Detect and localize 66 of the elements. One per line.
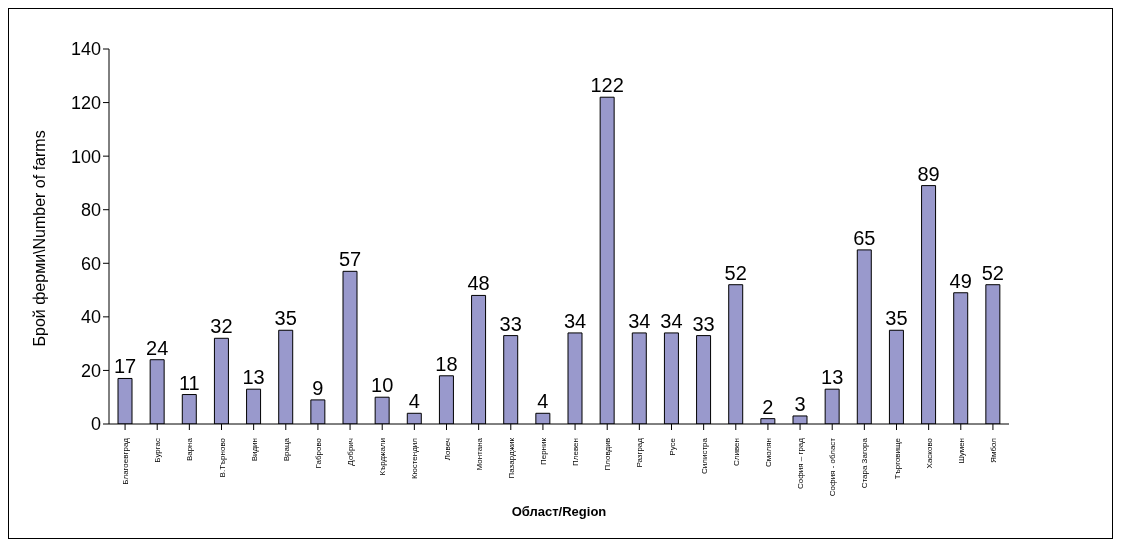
data-label: 4 (408, 390, 420, 413)
y-tick-label: 20 (80, 360, 101, 381)
data-label: 65 (853, 226, 876, 249)
data-label: 34 (660, 309, 683, 332)
data-label: 34 (628, 309, 651, 332)
data-label: 4 (537, 390, 549, 413)
x-tick-label: Разград (635, 437, 645, 468)
data-label: 18 (435, 352, 458, 375)
x-tick-label: Търговище (892, 437, 902, 480)
x-tick-label: София - област (828, 437, 838, 497)
x-tick-label: Сливен (731, 438, 741, 466)
x-tick-label: Хасково (924, 437, 934, 469)
data-label: 33 (499, 312, 522, 335)
data-label: 52 (724, 261, 747, 284)
x-tick-label: В.Търново (217, 437, 227, 478)
y-tick-label: 120 (70, 92, 101, 113)
data-label: 10 (371, 374, 394, 397)
y-tick-label: 80 (80, 200, 101, 221)
x-tick-label: Плевен (571, 438, 581, 466)
data-label: 52 (981, 261, 1004, 284)
y-tick-label: 140 (70, 39, 101, 60)
data-label: 13 (821, 366, 844, 389)
data-label: 35 (274, 307, 297, 330)
x-axis-title: Област/Region (511, 504, 607, 519)
x-tick-label: Видин (249, 438, 259, 462)
data-label: 13 (242, 366, 265, 389)
x-tick-label: Силистра (699, 437, 709, 474)
x-tick-label: Пловдив (603, 438, 613, 471)
data-label: 9 (312, 376, 324, 399)
data-label: 49 (949, 269, 972, 292)
x-tick-label: Бургас (153, 438, 163, 463)
data-label: 2 (762, 395, 774, 418)
data-label: 17 (113, 355, 137, 378)
data-label: 48 (467, 272, 490, 295)
x-tick-label: Стара Загора (860, 437, 870, 489)
data-label: 34 (563, 309, 587, 332)
x-tick-label: Смолян (763, 438, 773, 467)
x-tick-label: Кърджали (378, 438, 388, 476)
x-tick-label: Монтана (474, 437, 484, 471)
data-label: 32 (210, 315, 233, 338)
data-label: 3 (794, 392, 806, 415)
y-tick-label: 0 (90, 414, 101, 435)
x-tick-label: Ямбол (988, 437, 998, 463)
x-tick-label: Габрово (313, 437, 323, 469)
data-label: 24 (146, 336, 169, 359)
x-tick-label: Благоевград (121, 437, 131, 485)
data-label: 35 (885, 307, 908, 330)
x-tick-label: София – град (796, 437, 806, 489)
x-tick-label: Варна (185, 437, 195, 462)
y-tick-label: 60 (80, 253, 101, 274)
x-tick-label: Ловеч (442, 438, 452, 461)
data-label: 33 (692, 312, 715, 335)
x-tick-label: Враца (281, 437, 291, 462)
x-tick-label: Пазарджик (506, 437, 516, 479)
y-tick-label: 100 (70, 146, 101, 167)
x-tick-label: Перник (538, 437, 548, 466)
x-tick-label: Русе (667, 437, 677, 456)
y-axis-title: Брой ферми\Number of farms (30, 130, 48, 347)
data-label: 89 (917, 162, 940, 185)
y-tick-label: 40 (80, 307, 101, 328)
data-label: 57 (338, 248, 362, 271)
x-tick-label: Добрич (346, 438, 356, 466)
data-label: 11 (178, 371, 200, 394)
data-label: 122 (590, 74, 624, 97)
x-tick-label: Кюстендил (410, 437, 420, 479)
x-tick-label: Шумен (956, 438, 966, 464)
